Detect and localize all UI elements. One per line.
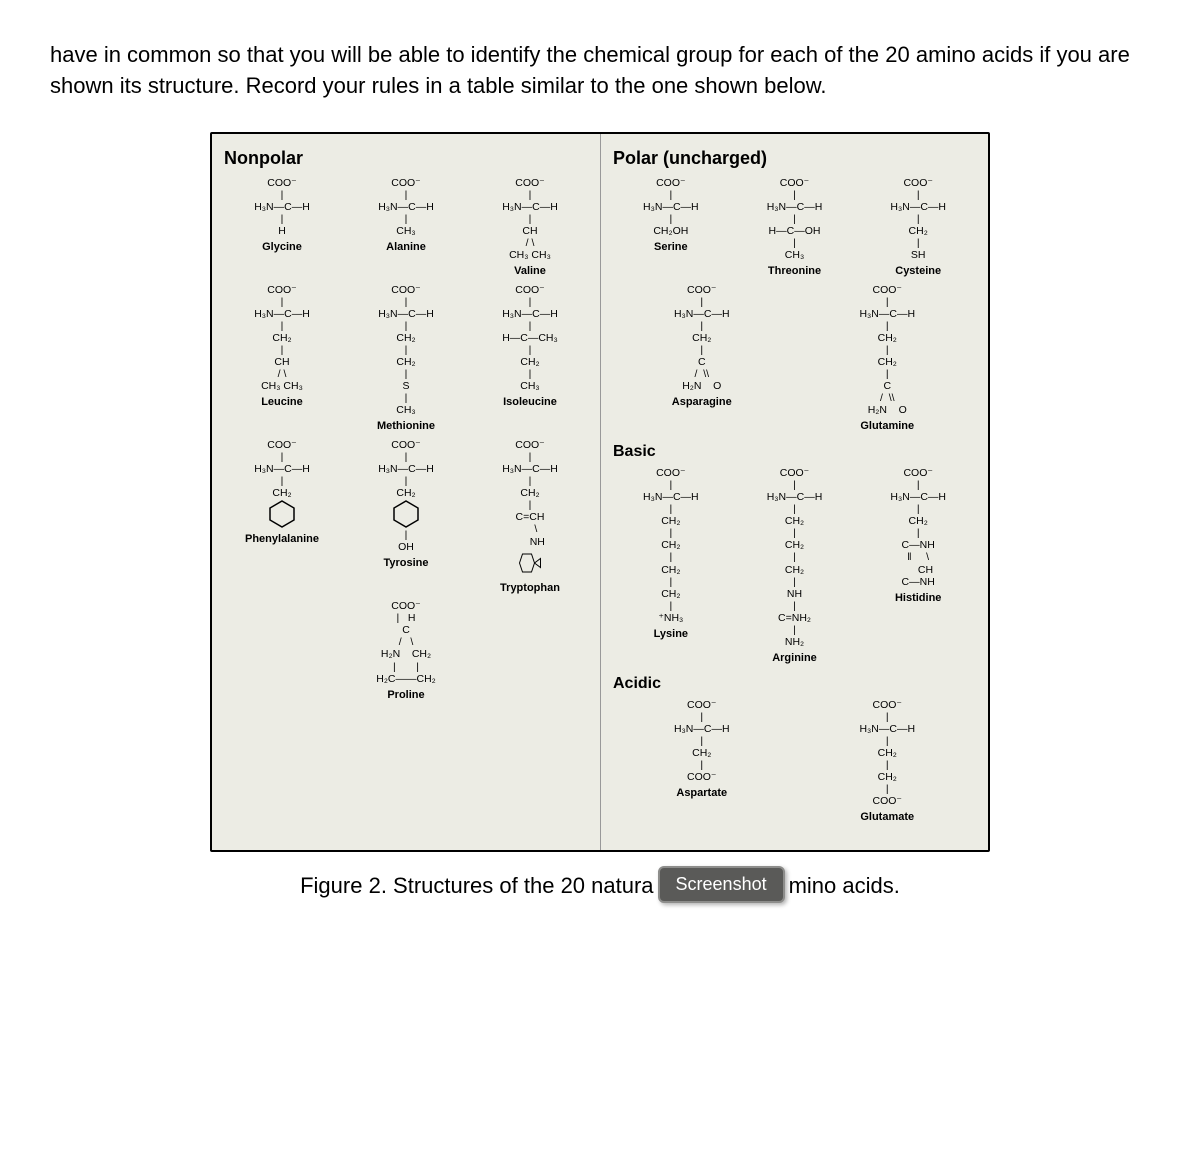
structure-after: | OH xyxy=(398,529,414,553)
amino-acid-serine: COO⁻ | H₃N—C—H | CH₂OH Serine xyxy=(609,177,733,278)
structure: COO⁻ | H₃N—C—H | CH₂ xyxy=(378,439,434,499)
polar-row-0: COO⁻ | H₃N—C—H | CH₂OHSerineCOO⁻ | H₃N—C… xyxy=(609,177,980,278)
acidic-title: Acidic xyxy=(613,675,980,693)
structure: COO⁻ | H₃N—C—H | CH₂ | COO⁻ xyxy=(674,699,730,783)
figure-caption: Figure 2. Structures of the 20 natura Sc… xyxy=(50,868,1150,905)
structure: COO⁻ | H₃N—C—H | CH₂ | CH₂ | C / \\ H₂N … xyxy=(859,284,915,417)
structure: COO⁻ | H C / \ H₂N CH₂ | | H₂C——CH₂ xyxy=(376,600,435,684)
amino-acid-asparagine: COO⁻ | H₃N—C—H | CH₂ | C / \\ H₂N O Aspar… xyxy=(609,284,795,433)
amino-acid-name: Methionine xyxy=(377,420,435,433)
amino-acid-name: Serine xyxy=(654,241,688,254)
amino-acid-tyrosine: COO⁻ | H₃N—C—H | CH₂ | OH Tyrosine xyxy=(344,439,468,594)
amino-acid-name: Arginine xyxy=(772,652,817,665)
screenshot-badge: Screenshot xyxy=(658,866,785,903)
amino-acid-name: Isoleucine xyxy=(503,396,557,409)
amino-acid-figure: Nonpolar COO⁻ | H₃N—C—H | HGlycineCOO⁻ |… xyxy=(210,132,990,852)
structure: COO⁻ | H₃N—C—H | H—C—CH₃ | CH₂ | CH₃ xyxy=(502,284,558,393)
nonpolar-title: Nonpolar xyxy=(224,148,592,169)
structure: COO⁻ | H₃N—C—H | CH₂ | SH xyxy=(890,177,946,261)
nonpolar-row-2: COO⁻ | H₃N—C—H | CH₂PhenylalanineCOO⁻ | … xyxy=(220,439,592,594)
amino-acid-tryptophan: COO⁻ | H₃N—C—H | CH₂ | C=CH \ NH Tryptoph… xyxy=(468,439,592,594)
structure: COO⁻ | H₃N—C—H | CH₂ | C=CH \ NH xyxy=(502,439,558,548)
caption-after: mino acids. xyxy=(789,873,900,899)
amino-acid-name: Glycine xyxy=(262,241,302,254)
amino-acid-phenylalanine: COO⁻ | H₃N—C—H | CH₂ Phenylalanine xyxy=(220,439,344,594)
amino-acid-name: Glutamate xyxy=(860,811,914,824)
structure: COO⁻ | H₃N—C—H | CH₂ | CH₂ | CH₂ | CH₂ |… xyxy=(643,467,699,624)
nonpolar-row-3: COO⁻ | H C / \ H₂N CH₂ | | H₂C——CH₂ Proli… xyxy=(220,600,592,701)
amino-acid-name: Tryptophan xyxy=(500,582,560,595)
amino-acid-name: Valine xyxy=(514,265,546,278)
amino-acid-name: Tyrosine xyxy=(383,557,428,570)
nonpolar-column: Nonpolar COO⁻ | H₃N—C—H | HGlycineCOO⁻ |… xyxy=(212,134,600,850)
amino-acid-name: Phenylalanine xyxy=(245,533,319,546)
structure: COO⁻ | H₃N—C—H | CH₂ | CH₂ | S | CH₃ xyxy=(378,284,434,417)
amino-acid-glutamine: COO⁻ | H₃N—C—H | CH₂ | CH₂ | C / \\ H₂N … xyxy=(795,284,981,433)
polar-column: Polar (uncharged) COO⁻ | H₃N—C—H | CH₂OH… xyxy=(600,134,988,850)
nonpolar-row-0: COO⁻ | H₃N—C—H | HGlycineCOO⁻ | H₃N—C—H … xyxy=(220,177,592,278)
polar-row-1: COO⁻ | H₃N—C—H | CH₂ | C / \\ H₂N O Aspar… xyxy=(609,284,980,433)
amino-acid-lysine: COO⁻ | H₃N—C—H | CH₂ | CH₂ | CH₂ | CH₂ |… xyxy=(609,467,733,665)
structure: COO⁻ | H₃N—C—H | CH₂OH xyxy=(643,177,699,237)
structure: COO⁻ | H₃N—C—H | CH₃ xyxy=(378,177,434,237)
amino-acid-alanine: COO⁻ | H₃N—C—H | CH₃ Alanine xyxy=(344,177,468,278)
structure: COO⁻ | H₃N—C—H | H xyxy=(254,177,310,237)
structure: COO⁻ | H₃N—C—H | CH / \ CH₃ CH₃ xyxy=(502,177,558,261)
amino-acid-name: Alanine xyxy=(386,241,426,254)
amino-acid-name: Cysteine xyxy=(895,265,941,278)
structure: COO⁻ | H₃N—C—H | CH₂ | C—NH ‖ \ CH C—NH xyxy=(890,467,946,588)
amino-acid-histidine: COO⁻ | H₃N—C—H | CH₂ | C—NH ‖ \ CH C—NH H… xyxy=(856,467,980,665)
structure: COO⁻ | H₃N—C—H | CH₂ xyxy=(254,439,310,499)
amino-acid-name: Threonine xyxy=(768,265,821,278)
polar-title: Polar (uncharged) xyxy=(613,148,980,169)
amino-acid-name: Asparagine xyxy=(672,396,732,409)
basic-title: Basic xyxy=(613,443,980,461)
amino-acid-name: Histidine xyxy=(895,592,941,605)
amino-acid-name: Lysine xyxy=(654,628,688,641)
intro-text: have in common so that you will be able … xyxy=(50,40,1150,102)
amino-acid-threonine: COO⁻ | H₃N—C—H | H—C—OH | CH₃ Threonine xyxy=(733,177,857,278)
structure: COO⁻ | H₃N—C—H | CH₂ | CH₂ | COO⁻ xyxy=(859,699,915,808)
amino-acid-aspartate: COO⁻ | H₃N—C—H | CH₂ | COO⁻ Aspartate xyxy=(609,699,795,824)
amino-acid-valine: COO⁻ | H₃N—C—H | CH / \ CH₃ CH₃ Valine xyxy=(468,177,592,278)
structure: COO⁻ | H₃N—C—H | H—C—OH | CH₃ xyxy=(767,177,823,261)
amino-acid-glutamate: COO⁻ | H₃N—C—H | CH₂ | CH₂ | COO⁻ Glutama… xyxy=(795,699,981,824)
amino-acid-arginine: COO⁻ | H₃N—C—H | CH₂ | CH₂ | CH₂ | NH | … xyxy=(733,467,857,665)
nonpolar-row-1: COO⁻ | H₃N—C—H | CH₂ | CH / \ CH₃ CH₃ Leu… xyxy=(220,284,592,433)
caption-before: Figure 2. Structures of the 20 natura xyxy=(300,873,653,899)
amino-acid-name: Leucine xyxy=(261,396,303,409)
amino-acid-glycine: COO⁻ | H₃N—C—H | H Glycine xyxy=(220,177,344,278)
structure: COO⁻ | H₃N—C—H | CH₂ | CH / \ CH₃ CH₃ xyxy=(254,284,310,393)
amino-acid-name: Glutamine xyxy=(860,420,914,433)
structure: COO⁻ | H₃N—C—H | CH₂ | CH₂ | CH₂ | NH | … xyxy=(767,467,823,648)
amino-acid-proline: COO⁻ | H C / \ H₂N CH₂ | | H₂C——CH₂ Proli… xyxy=(220,600,592,701)
amino-acid-leucine: COO⁻ | H₃N—C—H | CH₂ | CH / \ CH₃ CH₃ Leu… xyxy=(220,284,344,433)
amino-acid-name: Proline xyxy=(387,689,424,702)
amino-acid-cysteine: COO⁻ | H₃N—C—H | CH₂ | SH Cysteine xyxy=(856,177,980,278)
amino-acid-name: Aspartate xyxy=(676,787,727,800)
amino-acid-isoleucine: COO⁻ | H₃N—C—H | H—C—CH₃ | CH₂ | CH₃ Isol… xyxy=(468,284,592,433)
structure: COO⁻ | H₃N—C—H | CH₂ | C / \\ H₂N O xyxy=(674,284,730,393)
amino-acid-methionine: COO⁻ | H₃N—C—H | CH₂ | CH₂ | S | CH₃ Meth… xyxy=(344,284,468,433)
